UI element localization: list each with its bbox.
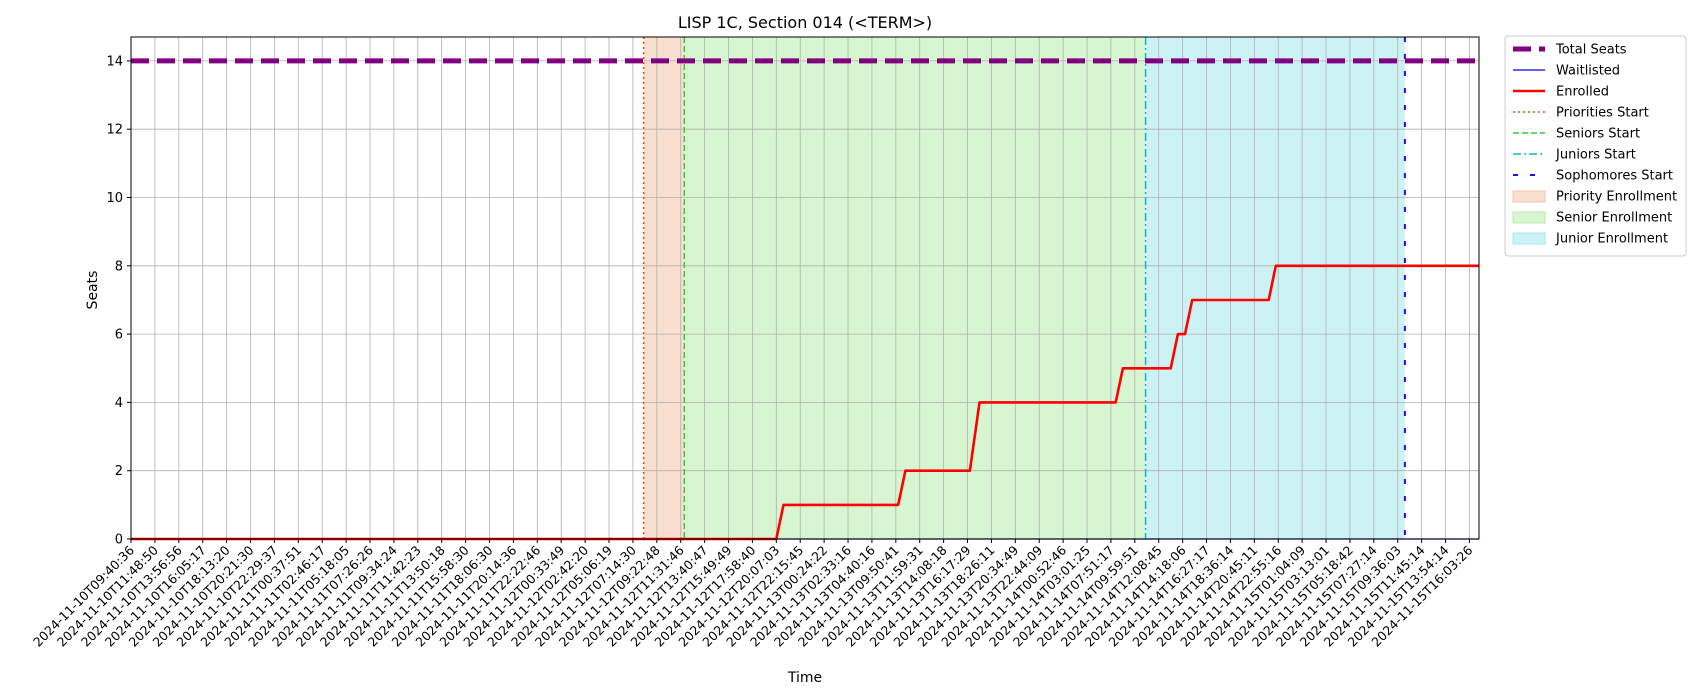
y-tick-label: 2	[115, 464, 123, 479]
legend-label: Seniors Start	[1556, 127, 1640, 142]
y-axis-ticks: 0 2 4 6 8 10 12 14	[106, 54, 131, 548]
y-tick-label: 8	[115, 259, 123, 274]
y-tick-label: 14	[106, 54, 123, 69]
legend-label: Senior Enrollment	[1556, 211, 1672, 226]
x-axis-label: Time	[787, 670, 822, 686]
y-tick-label: 12	[106, 123, 123, 138]
legend-swatch	[1512, 232, 1546, 245]
legend-swatch	[1512, 190, 1546, 203]
y-tick-label: 6	[115, 328, 123, 343]
legend-label: Juniors Start	[1555, 148, 1636, 163]
legend-label: Sophomores Start	[1556, 169, 1673, 184]
chart-title: LISP 1C, Section 014 (<TERM>)	[678, 13, 932, 32]
y-axis-label: Seats	[85, 271, 101, 310]
phase-start-lines	[642, 37, 1406, 539]
plot-frame	[130, 36, 1480, 540]
legend-swatch	[1512, 211, 1546, 224]
shaded-region-1	[684, 37, 1146, 539]
legend-label: Total Seats	[1555, 43, 1627, 58]
shaded-region-0	[643, 37, 685, 539]
x-axis-ticks: 2024-11-10T09:40:362024-11-10T11:48:5020…	[30, 539, 1476, 650]
legend: Total Seats Waitlisted Enrolled Priorities …	[1504, 35, 1687, 257]
legend-label: Priorities Start	[1556, 106, 1649, 121]
legend-label: Priority Enrollment	[1556, 190, 1677, 205]
grid-lines	[130, 37, 1479, 540]
y-tick-label: 4	[115, 396, 123, 411]
legend-box	[1504, 35, 1687, 257]
legend-label: Enrolled	[1556, 85, 1609, 100]
y-tick-label: 10	[106, 191, 123, 206]
shaded-regions	[643, 37, 1405, 539]
y-tick-label: 0	[115, 533, 123, 548]
series-line-2	[131, 264, 1479, 541]
legend-label: Junior Enrollment	[1555, 232, 1668, 247]
shaded-region-2	[1145, 37, 1405, 539]
legend-label: Waitlisted	[1556, 64, 1620, 79]
